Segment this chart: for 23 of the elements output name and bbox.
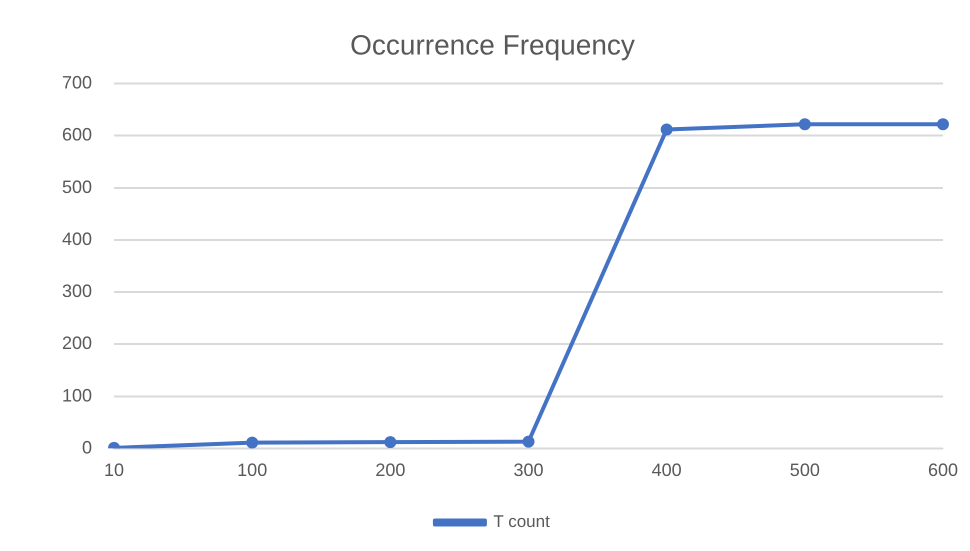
y-tick-label: 100	[62, 385, 92, 406]
point	[522, 436, 535, 448]
y-tick-label: 600	[62, 124, 92, 145]
point	[660, 123, 673, 136]
x-tick-label: 200	[375, 460, 406, 480]
x-tick-label: 600	[928, 460, 958, 480]
point	[246, 436, 258, 448]
x-tick-label: 10	[104, 460, 124, 480]
y-tick-label: 0	[82, 437, 92, 458]
point	[936, 118, 949, 130]
y-tick-label: 300	[62, 281, 92, 302]
y-tick-label: 700	[62, 72, 92, 93]
point	[798, 118, 811, 130]
y-tick-label: 200	[62, 333, 92, 354]
y-tick-label: 400	[62, 228, 92, 249]
x-tick-label: 400	[652, 460, 682, 480]
y-tick-label: 500	[62, 176, 92, 197]
chart-title: Occurrence Frequency	[350, 30, 635, 61]
x-tick-label: 500	[790, 460, 820, 480]
point	[384, 436, 396, 448]
x-tick-label: 100	[237, 460, 268, 480]
x-tick-label: 300	[513, 460, 544, 480]
legend-label: T count	[493, 512, 550, 532]
